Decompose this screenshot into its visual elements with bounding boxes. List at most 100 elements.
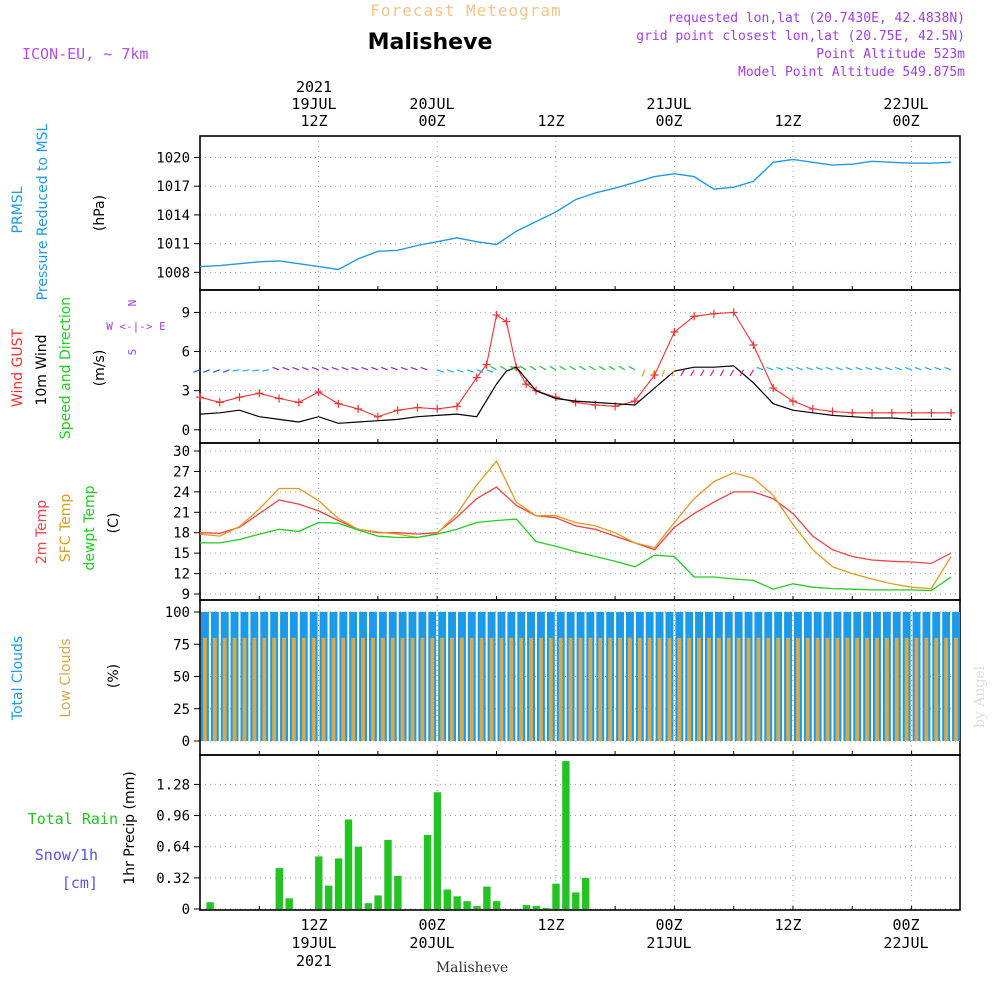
low-cloud-bar	[390, 637, 395, 741]
gust-marker	[729, 308, 738, 317]
y-tick-label: 0.32	[156, 871, 190, 887]
precip-bar	[562, 761, 570, 909]
precip-bar	[473, 906, 481, 909]
low-cloud-bar	[776, 637, 781, 741]
y-tick-label: 0.64	[156, 840, 190, 856]
y-tick-label: 9	[182, 305, 190, 321]
wind-arrow	[796, 366, 804, 371]
wind-arrow	[835, 366, 843, 371]
low-cloud-bar	[578, 637, 583, 741]
low-cloud-bar	[469, 637, 474, 741]
precip-bar	[542, 908, 550, 909]
wind-arrow	[232, 369, 240, 372]
wind-arrow	[212, 369, 220, 373]
precip-bar	[354, 846, 363, 909]
y-tick-label: 9	[182, 587, 190, 603]
y-tick-label: 1020	[156, 150, 190, 166]
precip-bar	[522, 905, 531, 909]
low-cloud-bar	[529, 637, 533, 741]
wind-arrow	[509, 365, 517, 371]
snow-unit-label: [cm]	[62, 874, 98, 892]
gust-marker	[334, 399, 343, 408]
low-cloud-bar	[677, 637, 682, 741]
model-label: ICON-EU, ~ 7km	[22, 45, 148, 63]
low-cloud-bar	[558, 637, 563, 741]
precip-bar	[285, 898, 293, 909]
y-tick-label: 0	[182, 902, 190, 918]
bottom-label-2-line1: 00Z	[418, 916, 445, 934]
panel-frame	[199, 135, 961, 291]
wind-arrow	[446, 369, 454, 373]
top-label-6-line2: 22JUL	[883, 95, 928, 113]
wind-arrow	[436, 369, 445, 373]
wind-arrow	[301, 366, 309, 371]
wind-arrow	[914, 366, 922, 371]
wind-arrow	[222, 369, 230, 373]
wind-arrow	[282, 366, 290, 371]
chart-title: Malisheve	[368, 30, 493, 55]
wind-arrow	[390, 366, 398, 371]
low-cloud-bar	[519, 637, 524, 741]
wind-arrow	[680, 369, 685, 377]
top-label-1-line3: 12Z	[300, 112, 327, 130]
wind-arrow	[598, 365, 606, 371]
low-cloud-bar	[588, 637, 593, 741]
wind-10m-line	[199, 365, 952, 424]
low-cloud-bar	[450, 637, 454, 741]
low-cloud-bar	[440, 637, 445, 741]
low-cloud-bar	[361, 637, 365, 741]
temp-sfc-line	[199, 460, 952, 590]
low-cloud-bar	[687, 637, 692, 741]
panel-frame	[199, 442, 961, 601]
gust-marker	[196, 393, 204, 402]
low-cloud-bar	[489, 637, 494, 741]
low-cloud-bar	[272, 637, 277, 741]
cloud-panel-labels: Total Clouds Low Clouds (%)	[10, 636, 122, 721]
wind-arrow	[661, 369, 666, 377]
low-cloud-bar	[746, 637, 751, 741]
low-cloud-bar	[904, 637, 909, 741]
wind-arrow	[608, 365, 616, 371]
pressure-msl-label: Pressure Reduced to MSL	[35, 123, 51, 300]
watermark: by Angel	[972, 665, 988, 728]
low-cloud-bar	[835, 637, 840, 741]
bottom-label-4-line2: 21JUL	[646, 934, 691, 952]
compass-n-label: N	[126, 300, 139, 307]
low-cloud-bar	[786, 637, 790, 741]
wind-arrow	[490, 365, 497, 371]
gust-marker	[502, 317, 511, 326]
low-cloud-bar	[371, 637, 375, 741]
precip-bar	[344, 819, 353, 909]
compass-we-label: W <-|-> E	[106, 320, 166, 333]
wind-arrow	[756, 366, 764, 371]
low-cloud-bar	[608, 637, 613, 741]
gust-marker	[433, 404, 442, 413]
bottom-label-5-line1: 12Z	[774, 916, 801, 934]
precip-bar	[483, 886, 491, 909]
low-cloud-bar	[548, 637, 553, 741]
gust-marker	[868, 408, 877, 417]
gust-marker	[482, 360, 491, 369]
low-cloud-bar	[954, 637, 958, 741]
wind-arrow	[262, 369, 270, 372]
precip-bar	[423, 835, 432, 909]
wind-arrow	[618, 365, 626, 371]
precip-bar	[493, 901, 501, 909]
plot-area: 1008 1011 1014 1017 1020 0 3 6 9 9 12 15 18 21 24 27 30 0…	[156, 135, 961, 918]
precip-bar	[453, 896, 461, 909]
wind-arrow	[331, 366, 339, 371]
precip-bar	[433, 792, 442, 909]
low-cloud-bar	[884, 637, 889, 741]
wind-arrow	[292, 366, 300, 371]
y-tick-label: 12	[173, 567, 190, 583]
low-cloud-bar	[568, 637, 573, 741]
gust-marker	[650, 371, 659, 380]
top-label-1-line1: 2021	[296, 78, 332, 96]
low-cloud-bar	[212, 637, 217, 741]
wind-arrow	[855, 366, 863, 371]
gust-marker	[947, 408, 956, 417]
low-cloud-bar	[855, 637, 860, 741]
low-cloud-bar	[707, 637, 711, 741]
wind-arrow	[321, 366, 329, 371]
